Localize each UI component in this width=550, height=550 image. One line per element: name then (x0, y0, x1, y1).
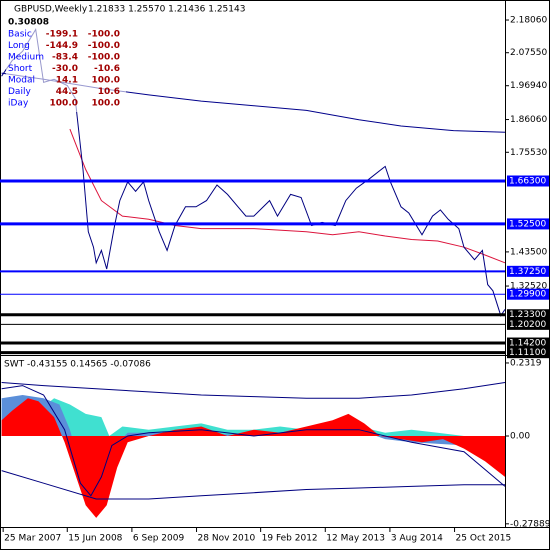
level-label: 1.14200 (509, 339, 546, 349)
level-label-box (507, 175, 549, 187)
info-background (6, 28, 126, 112)
y-tick-label: 1.32520 (510, 282, 547, 292)
info-number: -30.0 (52, 64, 78, 74)
line (69, 128, 506, 264)
x-tick-label: 25 Oct 2015 (456, 534, 512, 544)
info-label: iDay (8, 99, 29, 109)
area (1, 398, 505, 518)
x-tick-label: 12 May 2013 (326, 534, 385, 544)
level-label-box (507, 288, 549, 300)
info-number: -83.4 (52, 53, 78, 63)
y-tick-label: 0.00 (510, 431, 530, 441)
labels: GBPUSD,Weekly 1.21833 1.25570 1.21436 1.… (4, 5, 245, 370)
info-panel: 0.30808 Basic -199.1 -100.0 Long -144.9 -100.… (6, 18, 126, 112)
info-value: 0.30808 (8, 18, 49, 28)
line (1, 385, 506, 497)
level-label-box (507, 337, 549, 349)
y-tick-label: 1.86060 (510, 115, 547, 125)
info-number: -144.9 (46, 41, 78, 51)
level-label-box (507, 218, 549, 230)
info-label: Daily (8, 87, 31, 97)
ohlc-text: 1.21833 1.25570 1.21436 1.25143 (88, 5, 245, 15)
info-number: -100.0 (88, 53, 120, 63)
y-tick-label: -0.27889 (510, 519, 550, 529)
info-label: Long (8, 41, 30, 51)
y-tick-label: 2.07550 (510, 48, 547, 58)
y-tick-label: 1.43500 (510, 247, 547, 257)
info-number: 100.0 (92, 99, 120, 109)
info-label: Short (8, 64, 33, 74)
line (1, 382, 506, 399)
x-tick-label: 3 Aug 2014 (391, 534, 443, 544)
info-number: 14.1 (56, 76, 78, 86)
info-number: 44.5 (56, 87, 78, 97)
level-label: 1.37250 (509, 267, 546, 277)
y-tick-label: 2.18060 (510, 16, 547, 26)
y-tick-label: 1.96940 (510, 81, 547, 91)
level-label-box (507, 318, 549, 330)
info-number: -199.1 (46, 30, 78, 40)
level-label: 1.23300 (509, 310, 546, 320)
indicator-plot: 0.2319 0.00 -0.27889 25 Mar 2007 15 Jun 2008… (1, 358, 550, 544)
price-plot: 1.66300 1.52500 1.37250 1.29900 1.233001.202… (0, 16, 549, 359)
x-tick-label: 6 Sep 2009 (133, 534, 185, 544)
x-tick-label: 28 Nov 2010 (198, 534, 256, 544)
info-number: -100.0 (88, 30, 120, 40)
chart-title: GBPUSD,Weekly (14, 5, 88, 15)
info-number: -100.0 (88, 41, 120, 51)
level-label: 1.66300 (509, 176, 546, 186)
y-tick-label: 0.2319 (510, 358, 542, 368)
info-number: 100.0 (50, 99, 78, 109)
info-number: 100.0 (92, 76, 120, 86)
level-label: 1.20200 (509, 320, 546, 330)
info-number: -10.6 (94, 64, 120, 74)
x-tick-label: 25 Mar 2007 (4, 534, 61, 544)
info-label: Modal (8, 76, 35, 86)
level-label-box (507, 265, 549, 277)
indicator-title: SWT -0.43155 0.14565 -0.07086 (4, 360, 151, 370)
info-label: Medium (8, 53, 44, 63)
line (1, 470, 505, 500)
level-label: 1.11100 (509, 348, 546, 358)
info-label: Basic (8, 30, 32, 40)
x-tick-label: 19 Feb 2012 (262, 534, 318, 544)
x-tick-label: 15 Jun 2008 (68, 534, 122, 544)
level-label: 1.29900 (509, 290, 546, 300)
level-label-box (507, 309, 549, 321)
line (1, 28, 506, 317)
info-number: 10.6 (98, 87, 120, 97)
y-tick-label: 1.75530 (510, 148, 547, 158)
level-label-box (507, 347, 549, 359)
level-label: 1.52500 (509, 219, 546, 229)
